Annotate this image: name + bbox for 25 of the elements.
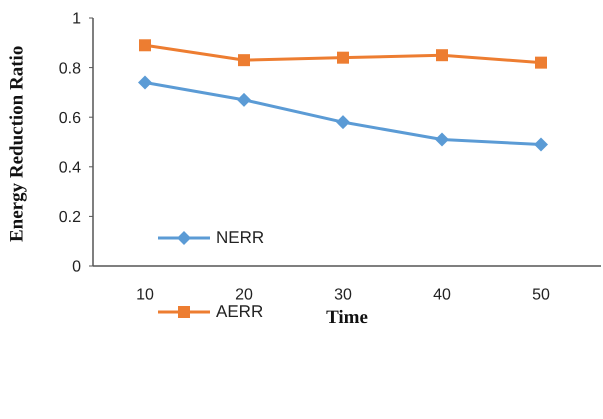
x-tick-label: 10	[136, 286, 154, 304]
point	[435, 132, 449, 147]
point	[237, 92, 251, 107]
point	[436, 49, 448, 62]
x-tick-label: 20	[235, 286, 253, 304]
point	[238, 54, 250, 66]
y-tick-label: 0	[72, 258, 82, 276]
point	[535, 56, 547, 69]
x-tick-label: 30	[334, 286, 352, 304]
x-tick-label: 50	[532, 286, 550, 304]
y-axis-title: Energy Reduction Ratio	[6, 46, 28, 242]
legend-label: NERR	[216, 228, 264, 248]
point	[139, 39, 151, 52]
point	[138, 75, 152, 90]
y-tick-label: 0.2	[58, 209, 82, 226]
y-tick-label: 0.6	[58, 110, 82, 127]
point	[336, 115, 350, 130]
point	[337, 52, 349, 64]
x-axis-title: Time	[326, 307, 368, 328]
point	[534, 137, 548, 152]
y-tick-label: 0.4	[58, 159, 82, 176]
x-tick-label: 40	[433, 286, 451, 304]
legend-label: AERR	[216, 302, 264, 322]
y-tick-label: 0.8	[58, 60, 82, 78]
y-tick-label: 1	[72, 10, 82, 28]
